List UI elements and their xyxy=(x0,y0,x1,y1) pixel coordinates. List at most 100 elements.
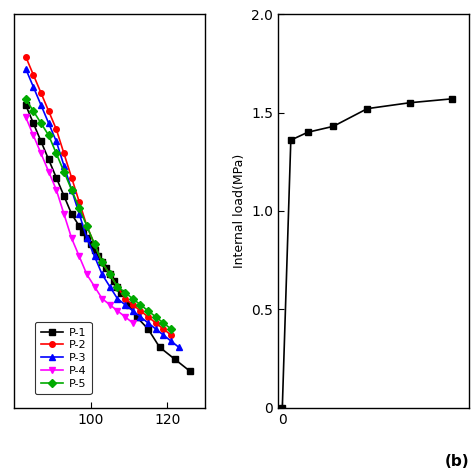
P-3 xyxy=(153,326,158,332)
P-1 xyxy=(76,223,82,229)
P-4 xyxy=(30,132,36,138)
P-5 xyxy=(30,108,36,114)
P-4 xyxy=(76,254,82,259)
P-4 xyxy=(91,284,97,290)
P-3 xyxy=(46,120,52,126)
P-2 xyxy=(69,175,74,181)
P-2 xyxy=(54,127,59,132)
P-4 xyxy=(61,211,67,217)
P-1 xyxy=(80,229,86,235)
P-2 xyxy=(137,308,143,314)
P-3 xyxy=(61,163,67,168)
P-5 xyxy=(76,205,82,211)
P-3 xyxy=(137,314,143,319)
P-2 xyxy=(161,326,166,332)
P-4 xyxy=(122,314,128,319)
P-5 xyxy=(84,223,90,229)
P-4 xyxy=(46,169,52,174)
P-5 xyxy=(69,187,74,192)
P-1 xyxy=(23,102,28,108)
P-4 xyxy=(107,302,113,308)
P-5 xyxy=(161,320,166,326)
P-3 xyxy=(84,235,90,241)
P-3 xyxy=(23,66,28,72)
P-3 xyxy=(122,302,128,308)
P-2 xyxy=(91,241,97,247)
Text: (b): (b) xyxy=(445,454,469,469)
P-3 xyxy=(168,338,174,344)
P-4 xyxy=(100,296,105,301)
P-5 xyxy=(122,290,128,295)
P-1 xyxy=(54,175,59,181)
P-1 xyxy=(84,235,90,241)
P-1 xyxy=(103,265,109,271)
P-3 xyxy=(115,296,120,301)
P-1 xyxy=(38,138,44,144)
P-3 xyxy=(38,102,44,108)
P-1 xyxy=(61,193,67,199)
P-3 xyxy=(107,284,113,290)
P-1 xyxy=(134,314,139,319)
P-2 xyxy=(153,320,158,326)
P-1 xyxy=(157,344,163,350)
P-5 xyxy=(91,241,97,247)
P-1 xyxy=(115,284,120,290)
P-4 xyxy=(84,272,90,277)
P-1 xyxy=(30,120,36,126)
P-3 xyxy=(91,254,97,259)
P-2 xyxy=(61,151,67,156)
P-5 xyxy=(100,260,105,265)
P-5 xyxy=(168,326,174,332)
Line: P-1: P-1 xyxy=(23,102,193,374)
P-2 xyxy=(130,302,136,308)
P-2 xyxy=(23,54,28,59)
P-4 xyxy=(54,187,59,192)
P-3 xyxy=(69,187,74,192)
P-3 xyxy=(76,211,82,217)
P-5 xyxy=(23,96,28,102)
P-4 xyxy=(38,151,44,156)
P-3 xyxy=(161,332,166,338)
P-5 xyxy=(38,120,44,126)
P-3 xyxy=(30,84,36,90)
P-1 xyxy=(145,326,151,332)
P-2 xyxy=(46,108,52,114)
P-3 xyxy=(130,308,136,314)
P-5 xyxy=(107,272,113,277)
P-1 xyxy=(118,290,124,295)
P-1 xyxy=(111,278,117,283)
P-1 xyxy=(69,211,74,217)
P-3 xyxy=(176,344,182,350)
P-1 xyxy=(107,272,113,277)
P-1 xyxy=(95,254,101,259)
P-5 xyxy=(61,169,67,174)
P-3 xyxy=(145,320,151,326)
P-3 xyxy=(100,272,105,277)
Legend: P-1, P-2, P-3, P-4, P-5: P-1, P-2, P-3, P-4, P-5 xyxy=(35,322,91,394)
P-2 xyxy=(100,260,105,265)
Line: P-5: P-5 xyxy=(23,96,174,332)
P-1 xyxy=(100,260,105,265)
P-1 xyxy=(187,368,193,374)
Line: P-4: P-4 xyxy=(23,114,136,326)
P-5 xyxy=(115,284,120,290)
P-1 xyxy=(126,302,132,308)
P-2 xyxy=(84,223,90,229)
P-1 xyxy=(88,241,93,247)
Line: P-3: P-3 xyxy=(23,66,182,350)
P-4 xyxy=(130,320,136,326)
P-2 xyxy=(30,72,36,78)
P-1 xyxy=(172,356,178,362)
P-2 xyxy=(76,199,82,205)
P-2 xyxy=(107,272,113,277)
P-4 xyxy=(69,235,74,241)
P-5 xyxy=(137,302,143,308)
P-5 xyxy=(46,132,52,138)
P-2 xyxy=(145,314,151,319)
P-2 xyxy=(115,284,120,290)
P-5 xyxy=(130,296,136,301)
P-4 xyxy=(115,308,120,314)
P-5 xyxy=(153,314,158,319)
P-3 xyxy=(54,138,59,144)
P-1 xyxy=(91,247,97,253)
